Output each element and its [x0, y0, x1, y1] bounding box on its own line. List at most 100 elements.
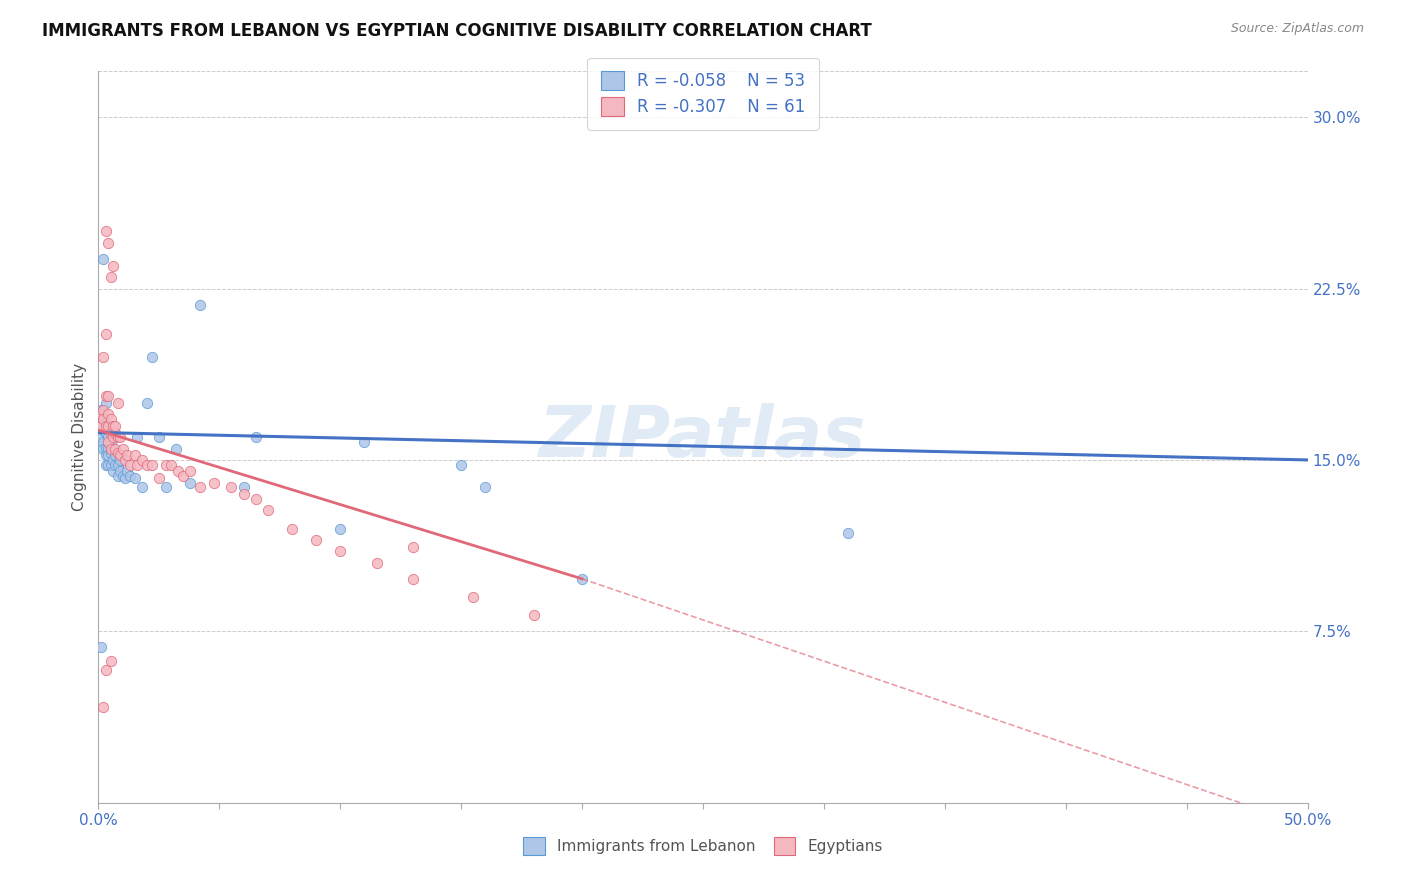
Point — [91, 412, 114, 426]
Point — [104, 425, 127, 440]
Point — [108, 464, 131, 478]
Point — [204, 475, 226, 490]
Point — [329, 521, 352, 535]
Point — [101, 259, 124, 273]
Point — [97, 418, 120, 433]
Point — [232, 480, 254, 494]
Point — [837, 526, 859, 541]
Point — [94, 418, 117, 433]
Point — [94, 449, 117, 463]
Point — [91, 423, 114, 437]
Point — [329, 544, 352, 558]
Point — [91, 434, 114, 449]
Point — [155, 480, 177, 494]
Point — [111, 442, 134, 456]
Point — [256, 503, 278, 517]
Point — [94, 396, 117, 410]
Point — [100, 425, 122, 440]
Point — [94, 442, 117, 456]
Point — [90, 640, 112, 655]
Point — [101, 464, 124, 478]
Point — [108, 453, 131, 467]
Point — [124, 449, 146, 463]
Point — [402, 572, 425, 586]
Point — [353, 434, 375, 449]
Point — [155, 458, 177, 472]
Point — [104, 418, 127, 433]
Point — [571, 572, 593, 586]
Point — [90, 418, 112, 433]
Point — [100, 458, 122, 472]
Point — [107, 469, 129, 483]
Point — [107, 458, 129, 472]
Point — [94, 663, 117, 677]
Point — [118, 458, 141, 472]
Point — [90, 430, 112, 444]
Point — [450, 458, 472, 472]
Point — [281, 521, 304, 535]
Point — [117, 449, 139, 463]
Point — [94, 425, 117, 440]
Point — [131, 453, 153, 467]
Point — [97, 407, 120, 421]
Point — [114, 453, 136, 467]
Legend: Immigrants from Lebanon, Egyptians: Immigrants from Lebanon, Egyptians — [517, 831, 889, 861]
Point — [366, 556, 388, 570]
Point — [245, 430, 267, 444]
Y-axis label: Cognitive Disability: Cognitive Disability — [72, 363, 87, 511]
Point — [402, 540, 425, 554]
Point — [100, 654, 122, 668]
Point — [97, 449, 120, 463]
Point — [94, 389, 117, 403]
Point — [101, 418, 124, 433]
Point — [188, 480, 211, 494]
Point — [97, 418, 120, 433]
Point — [108, 430, 131, 444]
Point — [135, 458, 157, 472]
Point — [148, 430, 170, 444]
Point — [141, 350, 163, 364]
Point — [104, 458, 127, 472]
Point — [172, 469, 194, 483]
Point — [94, 458, 117, 472]
Point — [107, 396, 129, 410]
Point — [232, 487, 254, 501]
Point — [91, 252, 114, 266]
Point — [107, 446, 129, 460]
Point — [108, 449, 131, 463]
Point — [305, 533, 328, 547]
Point — [463, 590, 485, 604]
Point — [91, 699, 114, 714]
Point — [90, 402, 112, 417]
Point — [131, 480, 153, 494]
Point — [100, 270, 122, 285]
Point — [124, 471, 146, 485]
Point — [94, 327, 117, 342]
Point — [179, 475, 201, 490]
Point — [101, 430, 124, 444]
Point — [111, 469, 134, 483]
Point — [100, 412, 122, 426]
Point — [114, 471, 136, 485]
Point — [141, 458, 163, 472]
Point — [91, 402, 114, 417]
Point — [179, 464, 201, 478]
Point — [127, 430, 149, 444]
Point — [188, 297, 211, 311]
Point — [100, 423, 122, 437]
Point — [221, 480, 243, 494]
Point — [104, 449, 127, 463]
Text: ZIPatlas: ZIPatlas — [540, 402, 866, 472]
Point — [118, 469, 141, 483]
Point — [107, 430, 129, 444]
Point — [97, 389, 120, 403]
Point — [90, 407, 112, 421]
Point — [94, 224, 117, 238]
Point — [245, 491, 267, 506]
Point — [167, 464, 190, 478]
Point — [97, 434, 120, 449]
Point — [91, 350, 114, 364]
Point — [91, 442, 114, 456]
Text: IMMIGRANTS FROM LEBANON VS EGYPTIAN COGNITIVE DISABILITY CORRELATION CHART: IMMIGRANTS FROM LEBANON VS EGYPTIAN COGN… — [42, 22, 872, 40]
Point — [165, 442, 187, 456]
